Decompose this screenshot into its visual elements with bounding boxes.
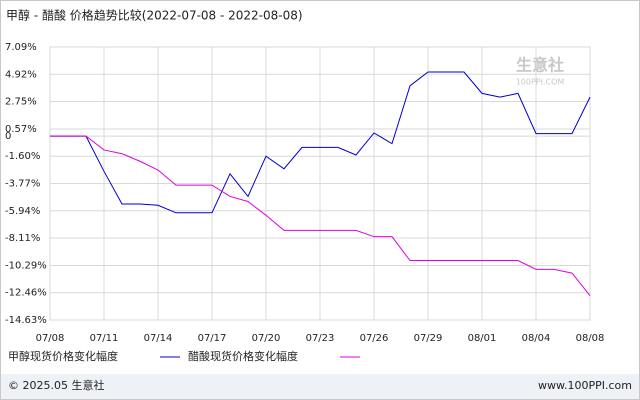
x-tick-label: 08/04 [522, 333, 551, 344]
watermark: 生意社 [516, 56, 564, 75]
chart-title: 甲醇 - 醋酸 价格趋势比较(2022-07-08 - 2022-08-08) [6, 8, 303, 23]
y-tick-label: 0 [5, 131, 11, 142]
watermark: 100PPI.COM [516, 78, 565, 87]
x-tick-label: 07/26 [360, 333, 389, 344]
y-tick-label: -8.11% [5, 233, 40, 244]
y-tick-label: -1.60% [5, 151, 40, 162]
footer-site: www.100PPI.com [538, 379, 632, 392]
x-tick-label: 07/23 [306, 333, 335, 344]
legend-label: 甲醇现货价格变化幅度 [8, 349, 118, 363]
x-tick-label: 07/08 [36, 333, 65, 344]
series-line [50, 71, 591, 214]
y-tick-label: -14.63% [5, 315, 47, 326]
y-tick-label: -10.29% [5, 260, 47, 271]
x-tick-label: 07/20 [252, 333, 281, 344]
y-tick-label: 0.57% [5, 124, 37, 135]
x-tick-label: 07/11 [90, 333, 119, 344]
series-line [50, 135, 591, 297]
footer-band [1, 374, 639, 399]
x-tick-label: 07/17 [198, 333, 227, 344]
y-tick-label: 7.09% [5, 42, 37, 53]
x-tick-label: 08/08 [576, 333, 605, 344]
y-tick-label: -5.94% [5, 206, 40, 217]
x-tick-label: 07/14 [144, 333, 173, 344]
x-tick-label: 08/01 [468, 333, 497, 344]
y-tick-label: -3.77% [5, 179, 40, 190]
y-tick-label: 2.75% [5, 97, 37, 108]
y-tick-label: -12.46% [5, 288, 47, 299]
y-tick-label: 4.92% [5, 69, 37, 80]
footer-copyright: © 2025.05 生意社 [8, 378, 104, 392]
legend-label: 醋酸现货价格变化幅度 [188, 349, 298, 363]
x-tick-label: 07/29 [414, 333, 443, 344]
